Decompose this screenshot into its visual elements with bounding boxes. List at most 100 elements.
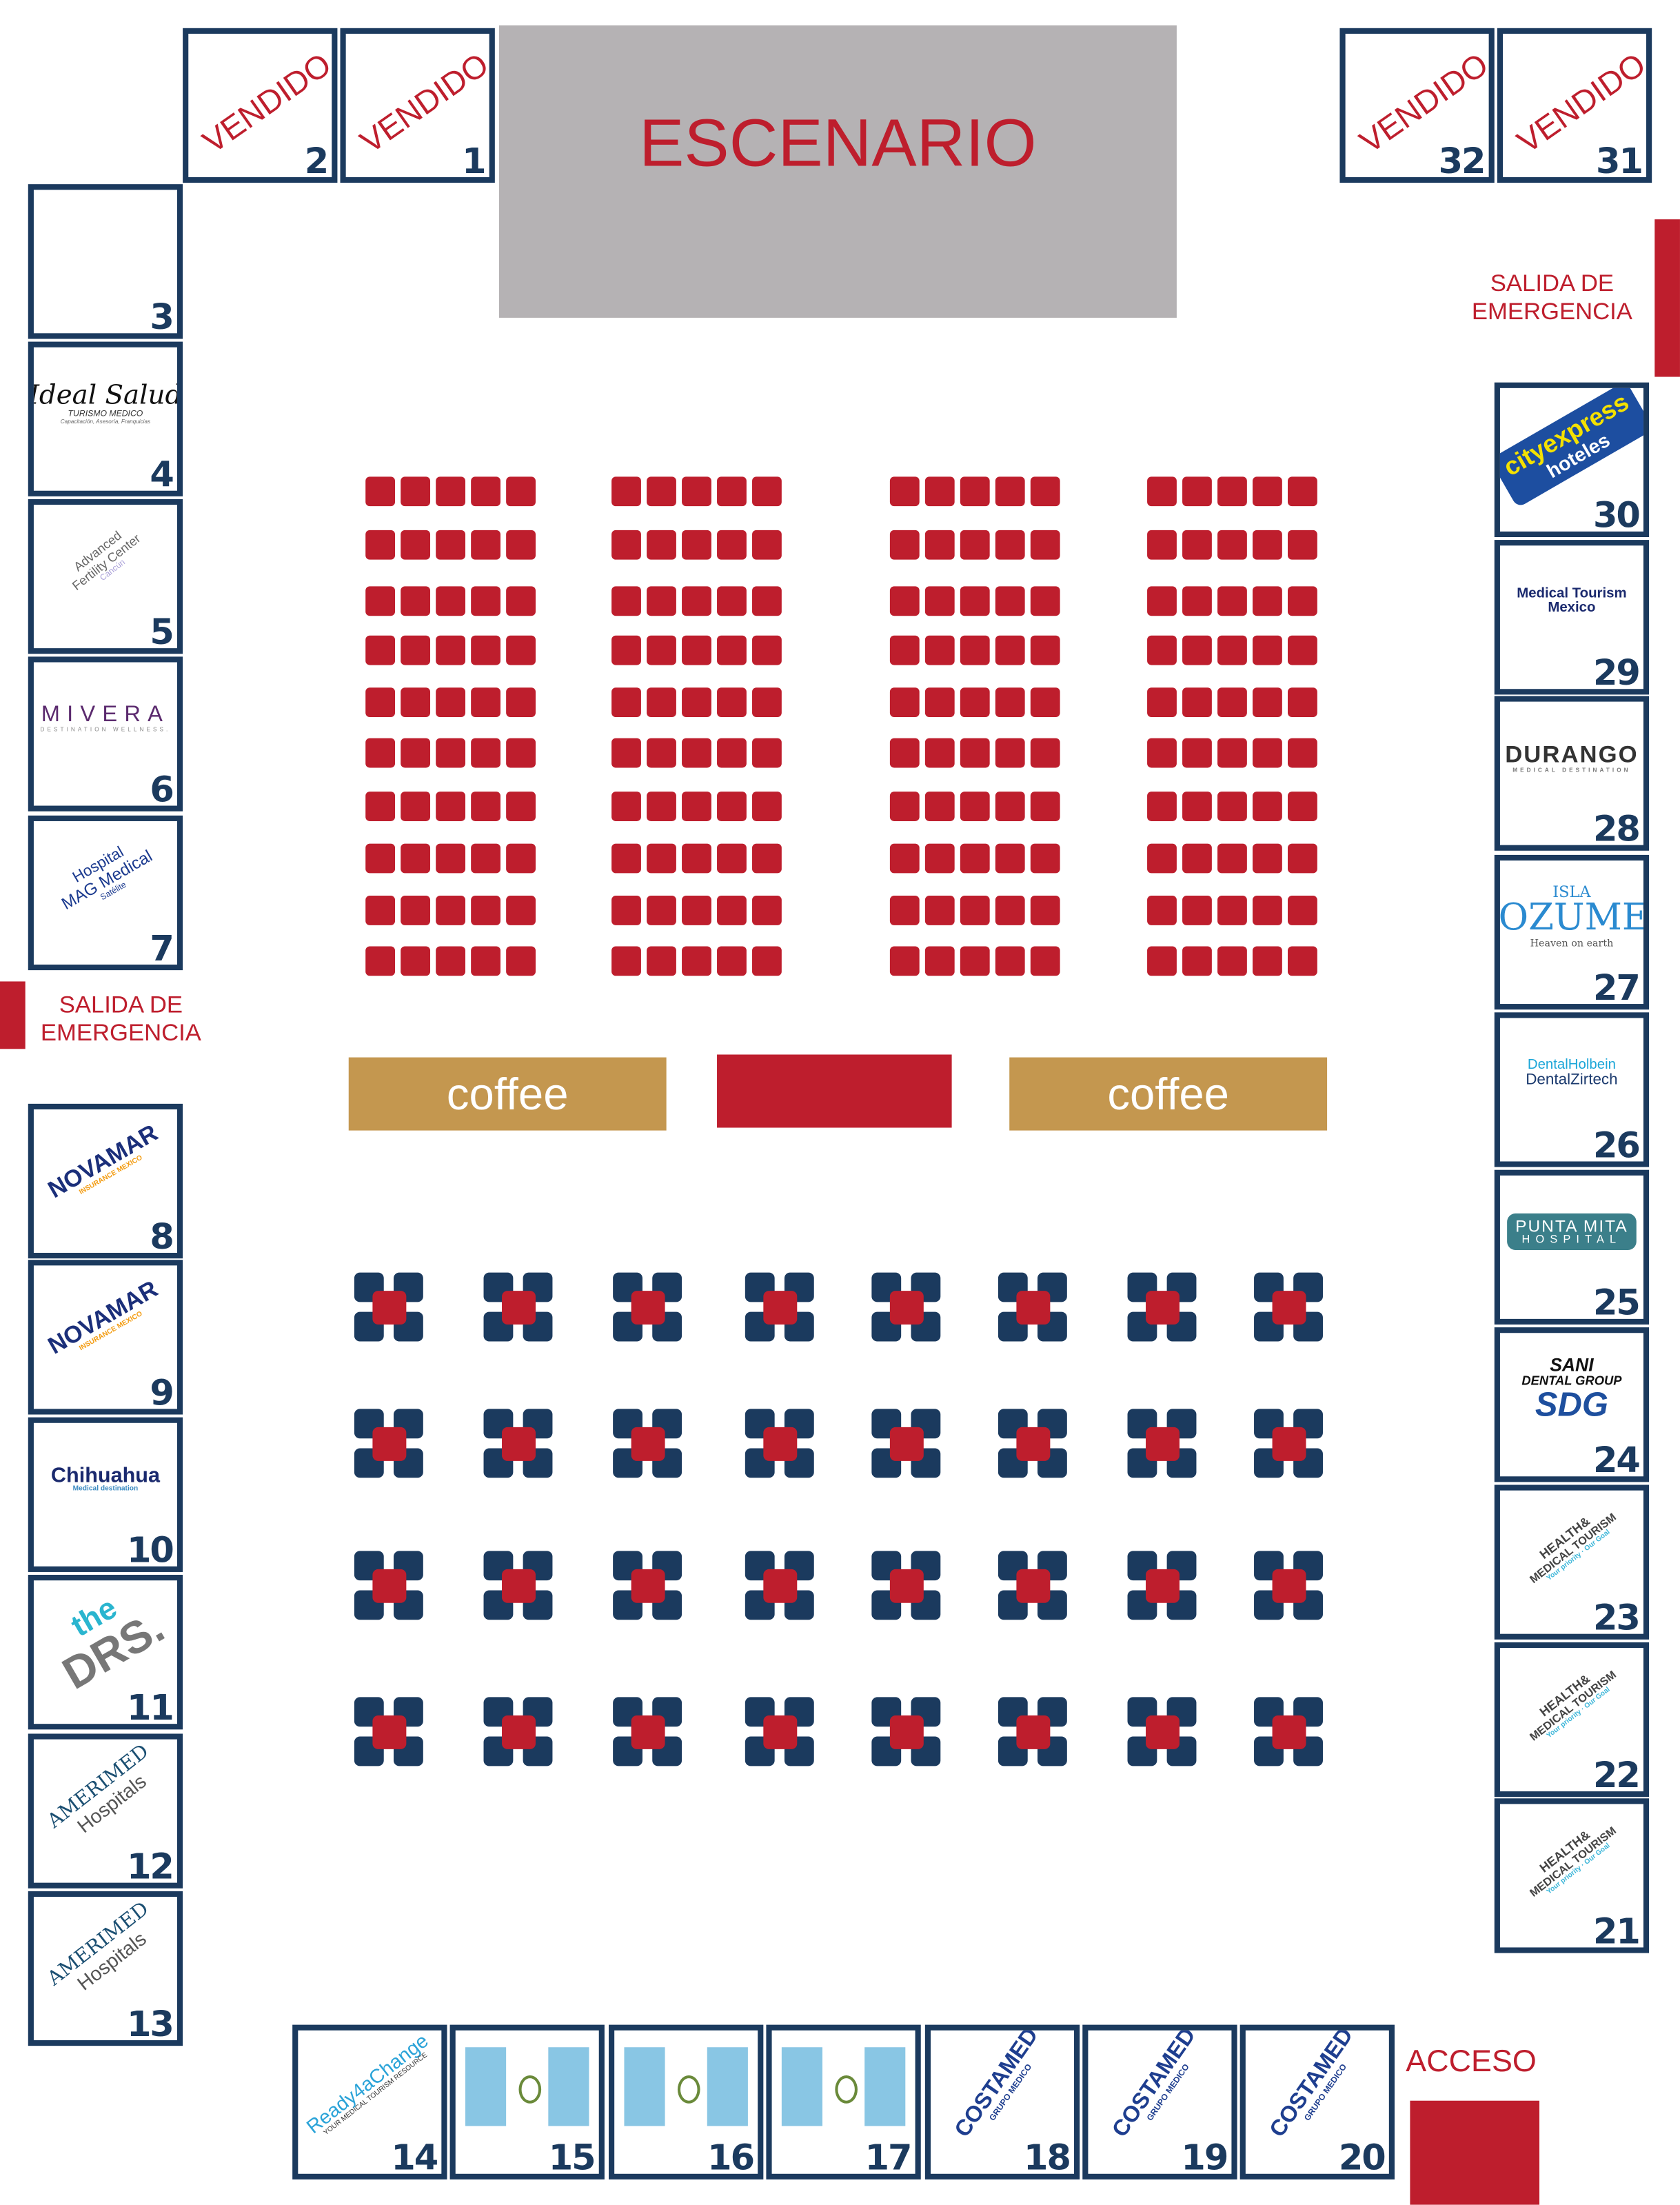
seat[interactable]	[924, 946, 955, 976]
seat[interactable]	[752, 738, 782, 768]
table[interactable]	[998, 1272, 1069, 1343]
booth-6[interactable]: MIVERA DESTINATION WELLNESS. 6	[28, 656, 183, 812]
seat[interactable]	[960, 738, 990, 768]
seat[interactable]	[995, 738, 1025, 768]
seat[interactable]	[471, 530, 500, 560]
booth-23[interactable]: HEALTH& MEDICAL TOURISM Your priority · Ou…	[1494, 1484, 1650, 1640]
seat[interactable]	[1287, 843, 1317, 874]
seat[interactable]	[506, 792, 536, 821]
booth-25[interactable]: PUNTA MITA HOSPITAL 25	[1494, 1169, 1650, 1325]
seat[interactable]	[889, 896, 920, 925]
booth-32[interactable]: VENDIDO 32	[1339, 28, 1495, 183]
seat[interactable]	[401, 476, 431, 507]
seat[interactable]	[924, 635, 955, 665]
seat[interactable]	[1147, 738, 1177, 768]
seat[interactable]	[506, 687, 536, 718]
seat[interactable]	[401, 946, 431, 976]
seat[interactable]	[1253, 946, 1282, 976]
seat[interactable]	[611, 946, 641, 976]
seat[interactable]	[1030, 738, 1060, 768]
seat[interactable]	[611, 738, 641, 768]
seat[interactable]	[365, 843, 396, 874]
seat[interactable]	[1253, 530, 1282, 560]
seat[interactable]	[647, 738, 676, 768]
seat[interactable]	[471, 896, 500, 925]
seat[interactable]	[752, 476, 782, 507]
seat[interactable]	[471, 946, 500, 976]
seat[interactable]	[1287, 687, 1317, 718]
booth-24[interactable]: SANI DENTAL GROUP SDG 24	[1494, 1327, 1650, 1482]
seat[interactable]	[682, 738, 711, 768]
seat[interactable]	[506, 946, 536, 976]
booth-7[interactable]: Hospital MAG Medical Satélite 7	[28, 815, 183, 971]
booth-20[interactable]: COSTAMED GRUPO MEDICO 20	[1239, 2024, 1395, 2179]
table[interactable]	[613, 1551, 683, 1621]
table[interactable]	[1127, 1409, 1198, 1479]
seat[interactable]	[365, 687, 396, 718]
seat[interactable]	[1253, 896, 1282, 925]
seat[interactable]	[1253, 792, 1282, 821]
booth-10[interactable]: Chihuahua Medical destination 10	[28, 1417, 183, 1572]
seat[interactable]	[365, 792, 396, 821]
seat[interactable]	[1182, 687, 1212, 718]
seat[interactable]	[401, 843, 431, 874]
booth-17[interactable]: 17	[766, 2024, 921, 2179]
booth-5[interactable]: Advanced Fertility Center Cancún 5	[28, 499, 183, 654]
seat[interactable]	[1217, 476, 1247, 507]
seat[interactable]	[995, 586, 1025, 616]
seat[interactable]	[889, 530, 920, 560]
table[interactable]	[1127, 1551, 1198, 1621]
seat[interactable]	[960, 476, 990, 507]
table[interactable]	[613, 1697, 683, 1767]
seat[interactable]	[889, 792, 920, 821]
seat[interactable]	[752, 792, 782, 821]
seat[interactable]	[752, 530, 782, 560]
seat[interactable]	[647, 687, 676, 718]
seat[interactable]	[1182, 946, 1212, 976]
seat[interactable]	[752, 896, 782, 925]
seat[interactable]	[506, 896, 536, 925]
table[interactable]	[483, 1697, 554, 1767]
table[interactable]	[354, 1272, 425, 1343]
seat[interactable]	[682, 843, 711, 874]
booth-4[interactable]: Ideal Salud TURISMO MEDICO Capacitación, A…	[28, 341, 183, 496]
seat[interactable]	[1217, 896, 1247, 925]
seat[interactable]	[1182, 792, 1212, 821]
seat[interactable]	[401, 530, 431, 560]
seat[interactable]	[1182, 896, 1212, 925]
table[interactable]	[871, 1409, 942, 1479]
seat[interactable]	[1253, 687, 1282, 718]
seat[interactable]	[471, 738, 500, 768]
booth-13[interactable]: AMERIMED Hospitals 13	[28, 1891, 183, 2046]
table[interactable]	[483, 1409, 554, 1479]
seat[interactable]	[1287, 530, 1317, 560]
seat[interactable]	[1030, 792, 1060, 821]
seat[interactable]	[1217, 792, 1247, 821]
seat[interactable]	[1030, 687, 1060, 718]
seat[interactable]	[1182, 738, 1212, 768]
seat[interactable]	[960, 946, 990, 976]
seat[interactable]	[1147, 635, 1177, 665]
seat[interactable]	[1147, 687, 1177, 718]
seat[interactable]	[611, 896, 641, 925]
booth-16[interactable]: 16	[609, 2024, 764, 2179]
table[interactable]	[998, 1409, 1069, 1479]
seat[interactable]	[647, 476, 676, 507]
seat[interactable]	[611, 476, 641, 507]
booth-14[interactable]: Ready4aChange YOUR MEDICAL TOURISM RESOUR…	[292, 2024, 447, 2179]
seat[interactable]	[717, 687, 747, 718]
seat[interactable]	[1253, 586, 1282, 616]
seat[interactable]	[924, 586, 955, 616]
seat[interactable]	[1253, 738, 1282, 768]
seat[interactable]	[1253, 635, 1282, 665]
seat[interactable]	[401, 738, 431, 768]
seat[interactable]	[752, 843, 782, 874]
booth-8[interactable]: NOVAMAR INSURANCE MEXICO 8	[28, 1103, 183, 1259]
seat[interactable]	[924, 792, 955, 821]
seat[interactable]	[1287, 792, 1317, 821]
seat[interactable]	[1217, 946, 1247, 976]
seat[interactable]	[1182, 635, 1212, 665]
booth-22[interactable]: HEALTH& MEDICAL TOURISM Your priority · Ou…	[1494, 1642, 1650, 1798]
table[interactable]	[871, 1272, 942, 1343]
seat[interactable]	[1253, 476, 1282, 507]
